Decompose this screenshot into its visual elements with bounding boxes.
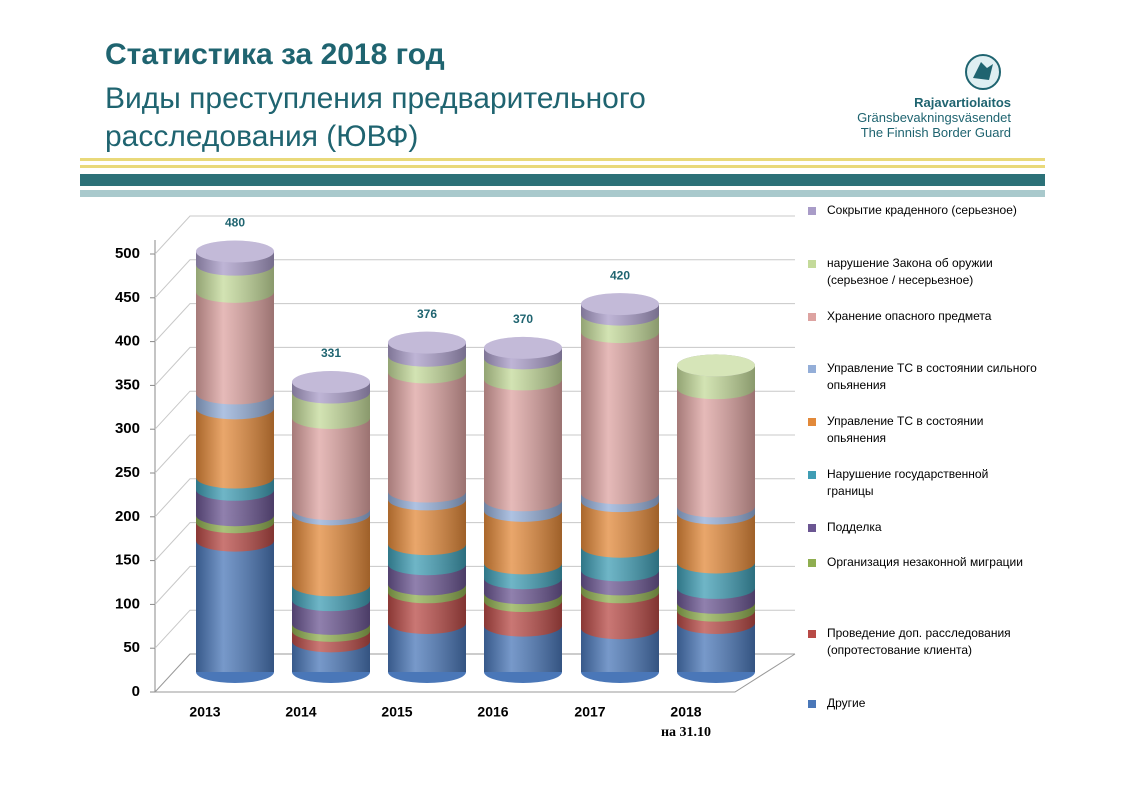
legend-swatch xyxy=(808,418,816,426)
legend-swatch xyxy=(808,260,816,268)
category-note: на 31.10 xyxy=(661,725,711,740)
legend-swatch xyxy=(808,313,816,321)
stripe xyxy=(80,158,1045,161)
x-tick-label: 2014 xyxy=(285,704,316,720)
legend-label: Подделка xyxy=(827,520,882,534)
y-tick-label: 100 xyxy=(115,595,140,612)
bar-top-light xyxy=(581,293,659,316)
y-tick-label: 400 xyxy=(115,333,140,350)
legend-swatch xyxy=(808,700,816,708)
legend-swatch xyxy=(808,365,816,373)
legend-swatch xyxy=(808,524,816,532)
total-label: 420 xyxy=(610,268,630,282)
legend-label: Сокрытие краденного (серьезное) xyxy=(827,203,1017,217)
subtitle: Виды преступления предварительного рассл… xyxy=(105,82,646,153)
logo-line: Rajavartiolaitos xyxy=(914,95,1011,110)
legend-label: Управление ТС в состоянии опьянения xyxy=(827,414,984,445)
legend-label: Организация незаконной миграции xyxy=(827,555,1023,569)
legend-swatch xyxy=(808,559,816,567)
legend-label: Нарушение государственной границы xyxy=(827,467,989,498)
bar-shade xyxy=(196,251,274,672)
legend-label: Другие xyxy=(827,696,866,710)
logo-line: Gränsbevakningsväsendet xyxy=(857,110,1011,125)
y-tick-label: 50 xyxy=(123,639,140,656)
legend-label: Проведение доп. расследования (опротесто… xyxy=(827,626,1011,657)
x-tick-label: 2015 xyxy=(381,704,412,720)
total-label: 370 xyxy=(513,312,533,326)
legend-swatch xyxy=(808,471,816,479)
total-label: 480 xyxy=(225,216,245,230)
bar-top-light xyxy=(388,331,466,354)
bar-top-light xyxy=(196,240,274,263)
y-tick-label: 150 xyxy=(115,552,140,569)
y-tick-label: 350 xyxy=(115,376,140,393)
bar-shade xyxy=(677,365,755,672)
bar-shade xyxy=(388,342,466,672)
x-tick-label: 2013 xyxy=(189,704,220,720)
bar-top xyxy=(677,354,755,377)
x-tick-label: 2016 xyxy=(477,704,508,720)
x-tick-label: 2017 xyxy=(574,704,605,720)
stripe xyxy=(80,174,1045,186)
y-tick-label: 500 xyxy=(115,245,140,262)
bar-top xyxy=(581,293,659,316)
grid-line xyxy=(154,215,795,255)
logo-icon xyxy=(965,54,1001,90)
y-tick-label: 200 xyxy=(115,508,140,525)
logo-text: Rajavartiolaitos Gränsbevakningsväsendet… xyxy=(857,95,1011,140)
bar-top xyxy=(292,371,370,394)
y-tick-label: 250 xyxy=(115,464,140,481)
bar-top-light xyxy=(677,354,755,377)
grid-line xyxy=(154,259,795,299)
legend-label: Управление ТС в состоянии сильного опьян… xyxy=(827,361,1037,392)
x-tick-label: 2018 xyxy=(670,704,701,720)
stripe xyxy=(80,165,1045,168)
bar-top-light xyxy=(292,371,370,394)
floor xyxy=(155,653,796,693)
bar-shade xyxy=(484,347,562,672)
y-tick-label: 450 xyxy=(115,289,140,306)
bar-top xyxy=(196,240,274,263)
y-tick-label: 300 xyxy=(115,420,140,437)
title: Статистика за 2018 год xyxy=(105,38,445,71)
legend-label: Хранение опасного предмета xyxy=(827,309,992,323)
bar-shade xyxy=(581,304,659,672)
bar-top-light xyxy=(484,336,562,359)
bar-top xyxy=(388,331,466,354)
stripe xyxy=(80,190,1045,197)
y-tick-label: 0 xyxy=(132,683,140,700)
total-label: 331 xyxy=(321,346,341,360)
legend-swatch xyxy=(808,630,816,638)
logo-line: The Finnish Border Guard xyxy=(860,125,1011,140)
legend-swatch xyxy=(808,207,816,215)
total-label: 376 xyxy=(417,307,437,321)
legend-label: нарушение Закона об оружии (серьезное / … xyxy=(827,256,993,287)
bar-top xyxy=(484,336,562,359)
bar-shade xyxy=(292,382,370,672)
